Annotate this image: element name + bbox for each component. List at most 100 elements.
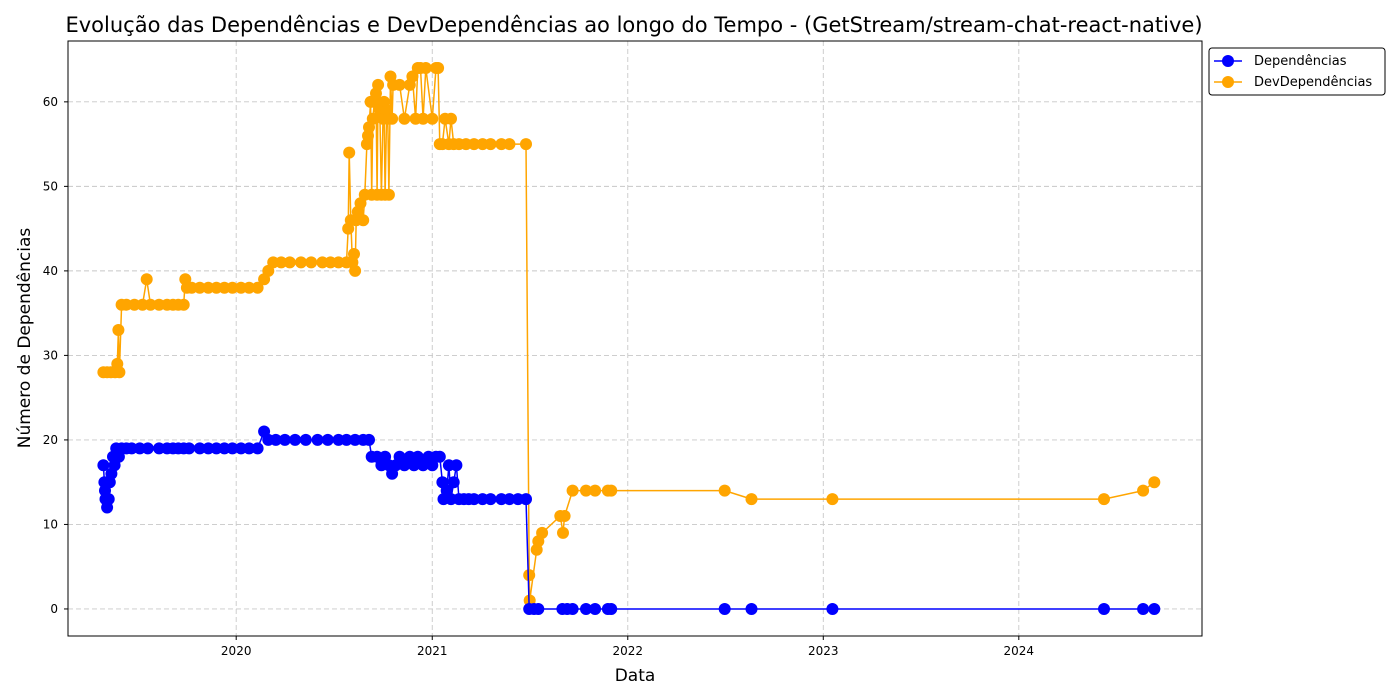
- data-point-dependencias: [605, 603, 618, 615]
- y-tick-label: 60: [43, 95, 58, 109]
- x-tick-label: 2022: [612, 644, 643, 658]
- series-line-devdependencias: [103, 67, 1155, 602]
- data-point-dependencias: [251, 442, 264, 455]
- data-point-devdependencias: [419, 62, 432, 74]
- data-point-devdependencias: [745, 493, 758, 506]
- data-point-dependencias: [278, 433, 291, 446]
- data-point-devdependencias: [520, 138, 532, 151]
- data-point-dependencias: [141, 442, 154, 455]
- data-point-dependencias: [311, 433, 324, 446]
- data-point-dependencias: [520, 493, 532, 506]
- data-point-devdependencias: [295, 256, 307, 269]
- y-tick-label: 30: [43, 348, 58, 362]
- series-dependencias: [97, 425, 1161, 615]
- data-point-dependencias: [566, 603, 579, 615]
- data-point-dependencias: [589, 603, 602, 615]
- data-point-devdependencias: [417, 112, 430, 125]
- data-point-devdependencias: [484, 138, 497, 151]
- data-point-dependencias: [532, 603, 545, 615]
- data-point-devdependencias: [432, 62, 445, 74]
- y-tick-label: 10: [43, 517, 58, 531]
- y-axis: 0 10 20 30 40 50 60: [43, 95, 68, 616]
- data-point-dependencias: [447, 476, 460, 489]
- data-point-devdependencias: [305, 256, 318, 269]
- data-point-devdependencias: [144, 298, 157, 311]
- data-point-devdependencias: [1137, 484, 1150, 497]
- data-point-dependencias: [289, 433, 302, 446]
- data-point-dependencias: [1098, 603, 1110, 615]
- grid: [68, 41, 1202, 636]
- data-point-devdependencias: [112, 324, 125, 336]
- data-point-devdependencias: [445, 112, 457, 125]
- x-tick-label: 2021: [417, 644, 448, 658]
- data-point-devdependencias: [382, 188, 395, 201]
- series-devdependencias: [97, 62, 1161, 607]
- y-tick-label: 40: [43, 264, 58, 278]
- y-axis-label: Número de Dependências: [15, 228, 35, 449]
- data-point-dependencias: [183, 442, 196, 455]
- legend-marker-dependencias: [1222, 55, 1234, 67]
- data-point-devdependencias: [605, 484, 618, 497]
- data-point-devdependencias: [226, 281, 239, 294]
- data-point-dependencias: [398, 459, 411, 472]
- data-point-devdependencias: [243, 281, 256, 294]
- plot-area: [97, 62, 1161, 615]
- data-point-dependencias: [503, 493, 516, 506]
- data-point-dependencias: [484, 493, 497, 506]
- data-point-dependencias: [826, 603, 839, 615]
- data-point-devdependencias: [140, 273, 153, 286]
- data-point-dependencias: [417, 459, 430, 472]
- data-point-dependencias: [193, 442, 206, 455]
- legend-label-dependencias: Dependências: [1254, 54, 1347, 69]
- data-point-devdependencias: [1148, 476, 1161, 489]
- data-point-devdependencias: [193, 281, 206, 294]
- data-point-devdependencias: [275, 256, 288, 269]
- data-point-devdependencias: [426, 112, 439, 125]
- data-point-devdependencias: [177, 298, 190, 311]
- data-point-devdependencias: [503, 138, 516, 151]
- x-axis-label: Data: [615, 666, 656, 686]
- data-point-dependencias: [363, 433, 375, 446]
- legend-label-devdependencias: DevDependências: [1254, 75, 1372, 90]
- data-point-dependencias: [269, 433, 282, 446]
- data-point-devdependencias: [557, 526, 569, 539]
- legend-frame: [1208, 47, 1386, 96]
- data-point-devdependencias: [283, 256, 296, 269]
- data-point-devdependencias: [536, 526, 549, 539]
- data-point-dependencias: [745, 603, 758, 615]
- data-point-devdependencias: [251, 281, 264, 294]
- data-point-devdependencias: [589, 484, 602, 497]
- data-point-devdependencias: [580, 484, 592, 497]
- x-tick-label: 2023: [808, 644, 839, 658]
- data-point-devdependencias: [826, 493, 839, 506]
- x-axis: 2020 2021 2022 2023 2024: [221, 636, 1034, 658]
- data-point-devdependencias: [398, 112, 411, 125]
- y-tick-label: 50: [43, 179, 58, 193]
- data-point-devdependencias: [113, 366, 126, 379]
- y-tick-label: 20: [43, 433, 58, 447]
- data-point-dependencias: [97, 459, 110, 472]
- legend: Dependências DevDependências: [1208, 47, 1386, 96]
- data-point-devdependencias: [468, 138, 480, 151]
- data-point-devdependencias: [357, 214, 370, 227]
- data-point-devdependencias: [393, 78, 406, 91]
- x-tick-label: 2024: [1004, 644, 1035, 658]
- data-point-devdependencias: [349, 264, 362, 277]
- data-point-dependencias: [450, 459, 463, 472]
- data-point-dependencias: [102, 493, 115, 506]
- chart-title: Evolução das Dependências e DevDependênc…: [65, 13, 1202, 37]
- data-point-devdependencias: [348, 248, 360, 260]
- data-point-dependencias: [580, 603, 592, 615]
- data-point-dependencias: [243, 442, 256, 455]
- data-point-dependencias: [299, 433, 312, 446]
- data-point-dependencias: [321, 433, 334, 446]
- data-point-devdependencias: [558, 510, 571, 522]
- series-line-dependencias: [102, 430, 1155, 610]
- data-point-dependencias: [718, 603, 731, 615]
- data-point-devdependencias: [366, 112, 379, 125]
- legend-marker-devdependencias: [1222, 76, 1234, 88]
- data-point-devdependencias: [718, 484, 731, 497]
- data-point-devdependencias: [406, 70, 419, 83]
- data-point-devdependencias: [343, 146, 356, 159]
